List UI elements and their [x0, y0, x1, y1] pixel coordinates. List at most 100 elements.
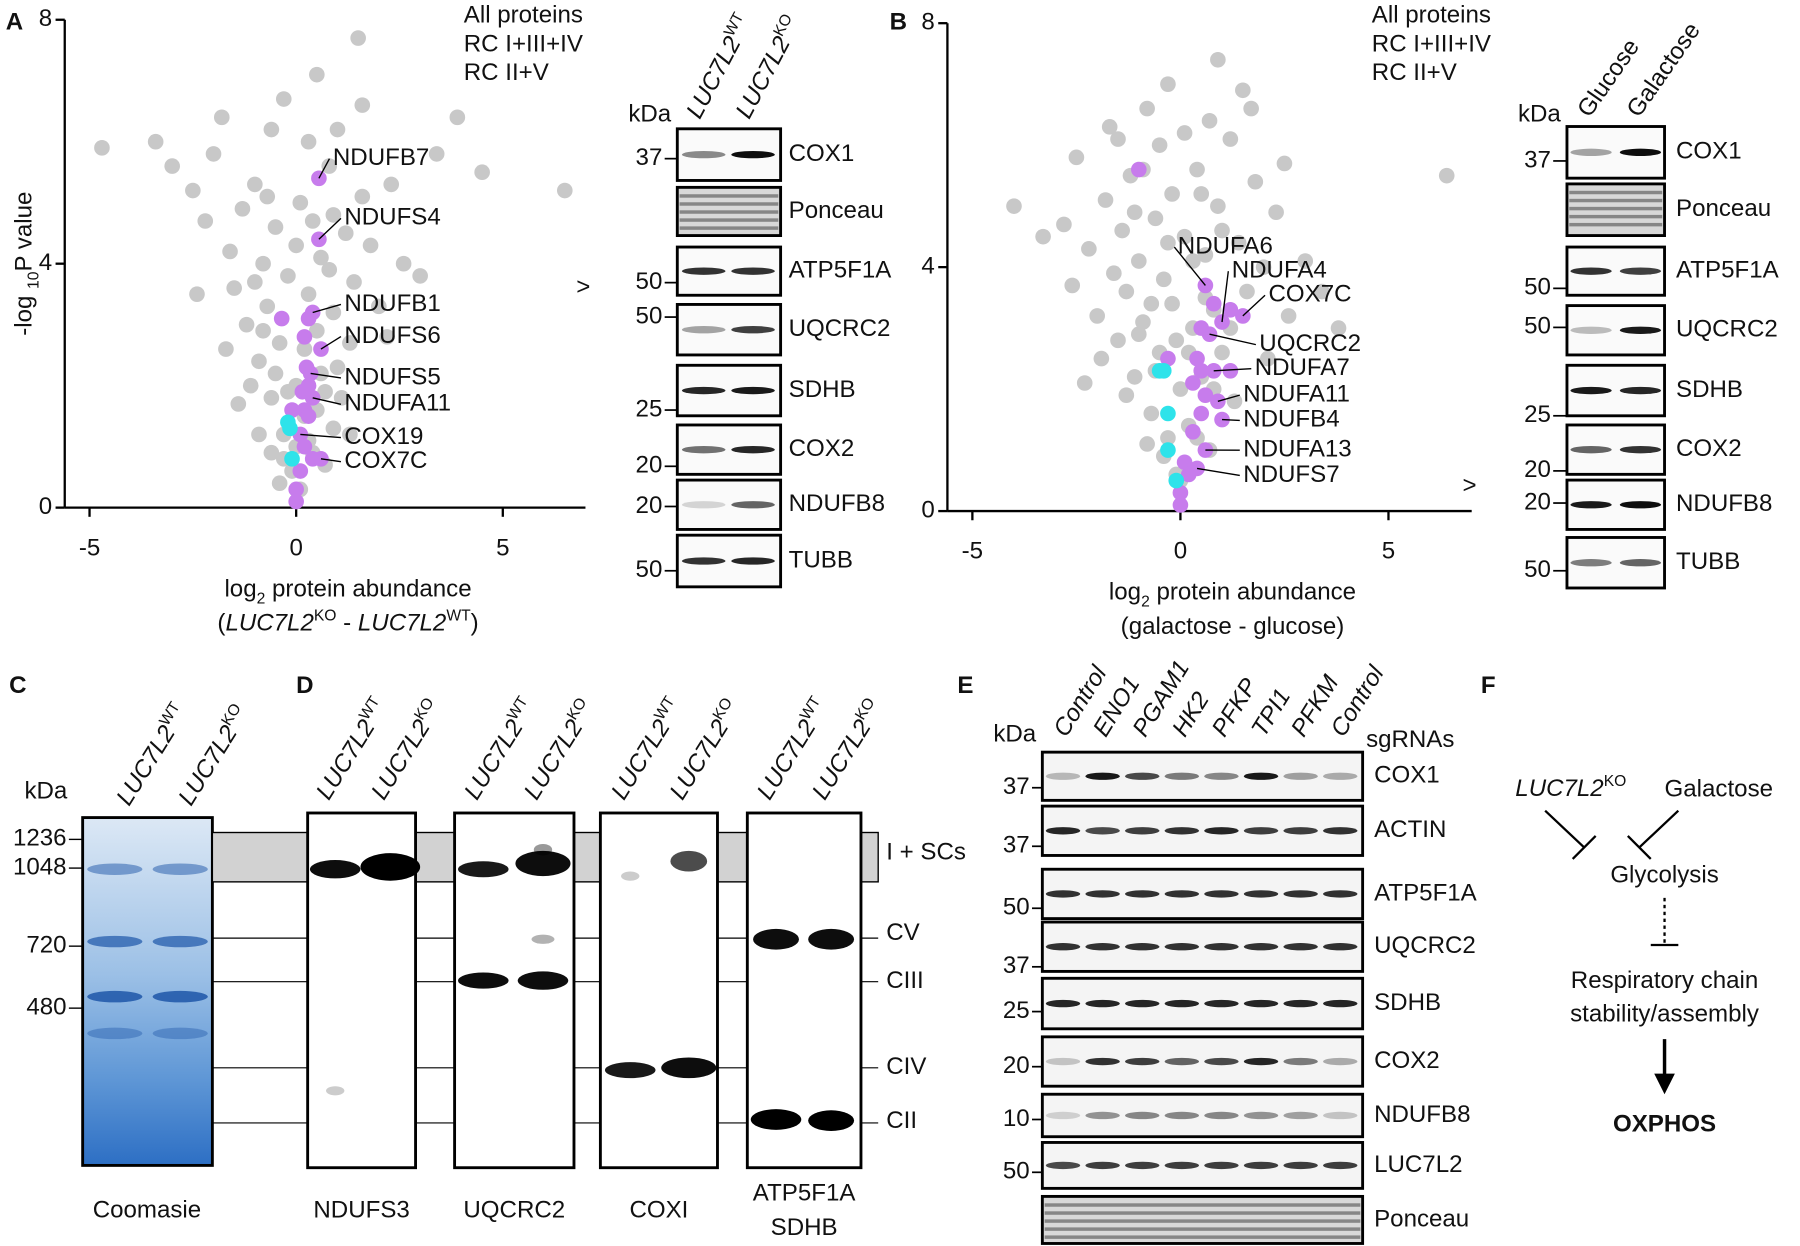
data-point: [267, 219, 284, 235]
kda-header: kDa: [24, 778, 67, 805]
data-point: [226, 280, 242, 296]
text-run: KO: [314, 607, 337, 624]
antibody-label: ATP5F1A: [753, 1179, 857, 1206]
band: [731, 557, 775, 565]
band: [731, 150, 775, 159]
lane-label: LUC7L2KO: [171, 700, 255, 810]
point-label: COX19: [344, 423, 423, 450]
band: [360, 853, 421, 881]
protein-label: COX2: [789, 435, 855, 462]
protein-label: ATP5F1A: [1676, 257, 1780, 284]
data-point: [1438, 167, 1455, 184]
data-point: [1214, 314, 1230, 330]
protein-label: TUBB: [789, 546, 853, 573]
data-point: [1197, 387, 1214, 404]
band: [1323, 772, 1358, 780]
kda-label: 25: [636, 395, 663, 422]
data-point: [1035, 228, 1051, 245]
gel-band: [152, 863, 208, 875]
protein-label: COX2: [1676, 435, 1742, 462]
leader-line: [318, 217, 342, 240]
data-point: [1126, 204, 1143, 221]
data-point: [1131, 161, 1147, 178]
marker-label: 1236: [13, 825, 67, 852]
data-point: [247, 274, 263, 290]
data-point: [1110, 131, 1126, 147]
leader-line: [1221, 418, 1240, 422]
complex-label: I + SCs: [886, 839, 966, 866]
band: [681, 386, 726, 395]
y-axis-label: -log 10P value: [11, 192, 42, 336]
data-point: [288, 481, 304, 498]
band: [1570, 326, 1612, 334]
band: [1243, 999, 1279, 1008]
data-point: [321, 158, 338, 174]
data-point: [1006, 198, 1022, 214]
stain-stripe: [679, 226, 779, 230]
point-label: NDUFA7: [1255, 354, 1350, 381]
kda-label: 10: [1003, 1105, 1030, 1132]
data-point: [362, 237, 379, 254]
protein-label: COX1: [789, 140, 855, 167]
band: [1243, 1057, 1279, 1066]
band: [1323, 1057, 1358, 1066]
band: [1243, 1161, 1279, 1170]
band: [1619, 326, 1662, 334]
data-point: [379, 329, 395, 345]
data-point: [1214, 222, 1230, 239]
leader-line: [300, 433, 341, 439]
stain-stripe: [679, 202, 779, 206]
data-point: [1155, 271, 1172, 288]
point-label: NDUFA4: [1232, 257, 1327, 284]
data-point: [242, 377, 259, 394]
text-run: LUC7L2: [358, 610, 447, 637]
protein-label: NDUFB8: [789, 490, 885, 517]
x-tick-label: 5: [496, 534, 509, 561]
band: [1164, 999, 1200, 1008]
data-point: [1164, 295, 1180, 312]
native-gel: [745, 811, 863, 1170]
text-run: log: [1109, 579, 1141, 606]
band: [1570, 148, 1612, 157]
data-point: [292, 463, 309, 479]
data-point: [556, 182, 573, 199]
y-tick-label: 4: [39, 249, 52, 276]
data-point: [1176, 454, 1193, 471]
band: [681, 150, 726, 159]
data-point: [1222, 131, 1239, 147]
data-point: [1197, 247, 1214, 263]
band: [808, 1110, 855, 1131]
data-point: [255, 255, 271, 272]
data-point: [218, 341, 234, 357]
text-run: KO: [1604, 773, 1627, 790]
text-run: WT: [446, 607, 471, 624]
leader-line: [312, 397, 342, 405]
lane-label: Galactose: [1622, 18, 1706, 122]
band: [1283, 890, 1318, 898]
data-point: [1172, 497, 1189, 513]
text-run: P value: [11, 192, 38, 272]
band: [731, 326, 775, 334]
kda-label: 50: [636, 268, 663, 295]
protein-label: Ponceau: [1676, 195, 1771, 222]
data-point: [333, 390, 350, 406]
band: [1085, 890, 1120, 898]
data-point: [1160, 430, 1176, 446]
band: [531, 934, 555, 944]
data-point: [1247, 173, 1264, 190]
pathway-input: LUC7L2KO: [1515, 773, 1626, 803]
kda-label: 50: [1003, 1158, 1030, 1185]
text-run: LUC7L2: [665, 715, 735, 805]
stain-stripe: [1569, 206, 1663, 211]
data-point: [342, 335, 358, 351]
data-point: [1314, 283, 1330, 300]
panel-letter: D: [296, 672, 313, 699]
band: [1085, 1057, 1120, 1066]
protein-label: NDUFB8: [1374, 1101, 1470, 1128]
data-point: [325, 207, 342, 223]
legend-entry: RC I+III+IV: [1372, 30, 1491, 57]
data-point: [230, 396, 247, 412]
data-point: [1205, 363, 1222, 379]
x-axis-label: log2 protein abundance: [1109, 579, 1356, 610]
